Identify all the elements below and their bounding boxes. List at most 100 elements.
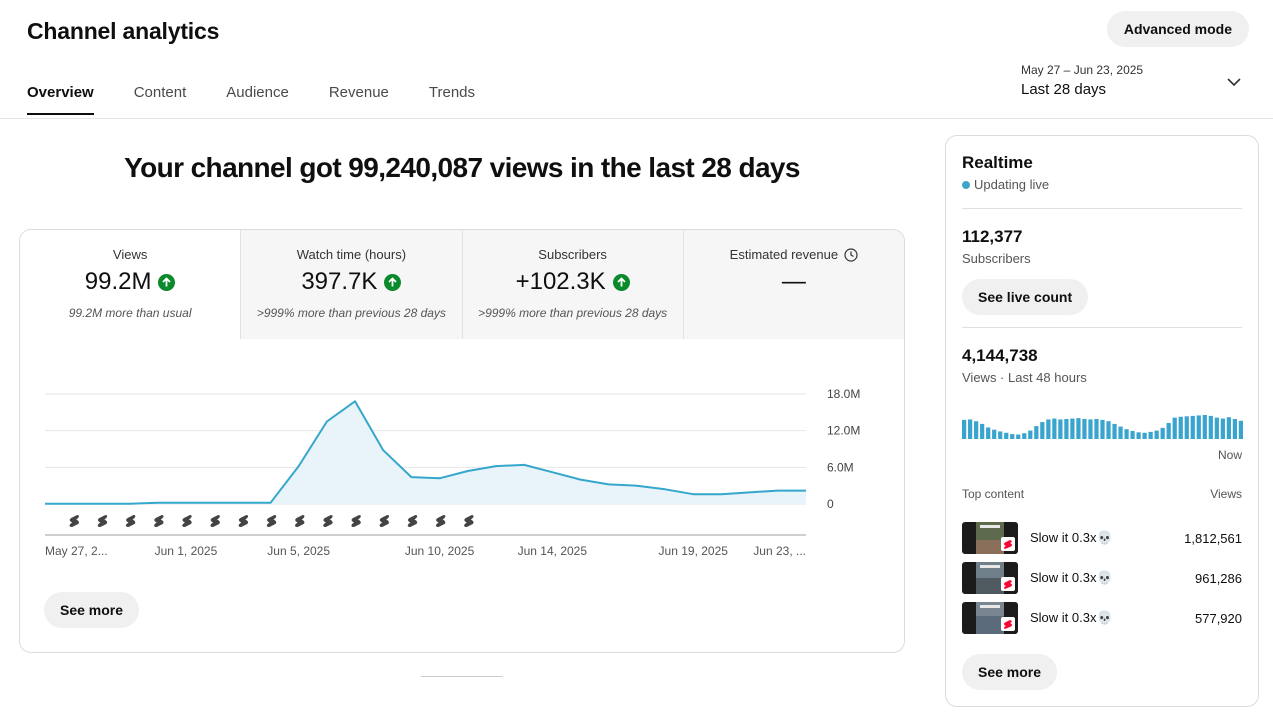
views-chart: 18.0M 12.0M 6.0M 0 May 27, 2... Jun 1, 2025 Ju… <box>45 387 860 558</box>
tab-trends[interactable]: Trends <box>428 84 476 101</box>
shorts-marker-icon <box>97 515 108 527</box>
metric-views[interactable]: Views 99.2M 99.2M more than usual <box>20 230 241 339</box>
tab-revenue[interactable]: Revenue <box>328 84 389 101</box>
metric-watch-time[interactable]: Watch time (hours) 397.7K >999% more tha… <box>240 230 462 339</box>
video-title: Slow it 0.3x💀 <box>1030 610 1113 625</box>
realtime-subscribers: 112,377 <box>962 227 1023 246</box>
realtime-views-label: Views · Last 48 hours <box>962 370 1087 385</box>
tab-audience[interactable]: Audience <box>226 84 289 101</box>
advanced-mode-button[interactable]: Advanced mode <box>1106 11 1249 47</box>
hourly-bar <box>1220 418 1225 439</box>
shorts-marker-icon <box>464 515 474 527</box>
top-content-item[interactable]: Slow it 0.3x💀 1,812,561 <box>962 522 1242 554</box>
shorts-marker-icon <box>407 515 418 527</box>
live-status-text: Updating live <box>974 177 1050 192</box>
video-thumbnail <box>962 522 1018 554</box>
hourly-bar <box>1166 423 1171 439</box>
shorts-marker-icon <box>266 515 277 527</box>
hourly-bar <box>974 421 979 439</box>
metric-value: — <box>781 268 806 295</box>
hourly-bar <box>1160 427 1165 439</box>
hourly-bar <box>1178 416 1183 439</box>
video-title: Slow it 0.3x💀 <box>1030 530 1113 545</box>
hourly-bar <box>1172 417 1177 439</box>
shorts-marker-icon <box>182 515 192 527</box>
hourly-bar <box>1040 422 1045 439</box>
metric-subscribers[interactable]: Subscribers +102.3K >999% more than prev… <box>461 230 683 339</box>
hourly-bar <box>1226 417 1231 439</box>
now-label: Now <box>1217 448 1242 462</box>
see-more-button[interactable]: See more <box>44 592 140 628</box>
hourly-bar <box>986 427 991 439</box>
hourly-bar <box>1202 415 1207 439</box>
video-thumbnail <box>962 602 1018 634</box>
realtime-title: Realtime <box>962 153 1033 172</box>
hourly-bar <box>1136 432 1141 439</box>
chevron-down-icon <box>1227 78 1241 87</box>
arrow-up-icon <box>384 273 402 291</box>
hourly-bar <box>1148 431 1153 439</box>
y-tick-label: 12.0M <box>827 424 860 438</box>
hourly-bar <box>1076 418 1081 439</box>
shorts-marker-icon <box>154 515 164 527</box>
top-content-item[interactable]: Slow it 0.3x💀 961,286 <box>962 562 1242 594</box>
video-views: 1,812,561 <box>1184 530 1242 546</box>
hourly-bar <box>1118 426 1123 439</box>
shorts-icon <box>1001 537 1015 551</box>
metric-note: >999% more than previous 28 days <box>478 306 668 320</box>
series-area <box>45 401 806 504</box>
hourly-bar <box>1124 429 1129 439</box>
tab-overview[interactable]: Overview <box>27 84 94 115</box>
hourly-bar <box>1052 418 1057 439</box>
video-views: 577,920 <box>1195 610 1242 626</box>
metric-label: Subscribers <box>538 247 607 262</box>
divider <box>962 208 1242 209</box>
hourly-bar <box>1088 419 1093 439</box>
header-divider <box>0 118 1273 119</box>
date-range: May 27 – Jun 23, 2025 <box>1021 63 1144 77</box>
hourly-bar <box>1190 415 1195 439</box>
page-title: Channel analytics <box>27 18 220 44</box>
tab-content[interactable]: Content <box>133 84 187 101</box>
x-tick-label: May 27, 2... <box>45 544 108 558</box>
hourly-bar <box>1016 434 1021 439</box>
hourly-bar <box>1058 419 1063 439</box>
hourly-bar <box>998 431 1003 439</box>
hourly-bar <box>1100 419 1105 439</box>
date-period: Last 28 days <box>1021 81 1107 98</box>
hourly-bar <box>1232 419 1237 439</box>
shorts-marker-icon <box>323 515 333 527</box>
arrow-up-icon <box>612 273 630 291</box>
hourly-bar <box>980 423 985 439</box>
tab-bar: Overview Content Audience Revenue Trends <box>27 84 515 115</box>
date-range-picker[interactable]: May 27 – Jun 23, 2025 Last 28 days <box>1021 63 1247 103</box>
shorts-marker-icon <box>351 515 361 527</box>
x-tick-label: Jun 5, 2025 <box>267 544 330 558</box>
shorts-icon <box>1001 577 1015 591</box>
hourly-bar <box>1010 434 1015 439</box>
live-dot-icon <box>962 180 970 189</box>
hourly-bar <box>1130 431 1135 439</box>
shorts-marker-icon <box>295 515 305 527</box>
metric-value: 397.7K <box>301 268 378 295</box>
metric-value: 99.2M <box>84 268 152 295</box>
scroll-indicator <box>421 676 503 677</box>
metric-estimated-revenue[interactable]: Estimated revenue — <box>682 230 904 339</box>
top-content-item[interactable]: Slow it 0.3x💀 577,920 <box>962 602 1242 634</box>
top-content-label: Top content <box>962 487 1025 501</box>
realtime-see-more-button[interactable]: See more <box>962 654 1058 690</box>
hourly-bar <box>1094 419 1099 439</box>
see-live-count-button[interactable]: See live count <box>962 279 1089 315</box>
hourly-bar <box>1238 420 1243 439</box>
shorts-marker-icon <box>69 515 79 527</box>
x-tick-label: Jun 19, 2025 <box>659 544 729 558</box>
hourly-bar <box>1112 423 1117 439</box>
y-tick-label: 6.0M <box>827 460 854 474</box>
shorts-marker-icon <box>238 515 249 527</box>
video-views: 961,286 <box>1195 570 1242 586</box>
hourly-bar <box>1004 432 1009 439</box>
hourly-bar <box>1208 415 1213 439</box>
metric-note: 99.2M more than usual <box>68 306 192 320</box>
metric-label: Watch time (hours) <box>296 247 407 262</box>
y-tick-label: 18.0M <box>827 387 860 401</box>
